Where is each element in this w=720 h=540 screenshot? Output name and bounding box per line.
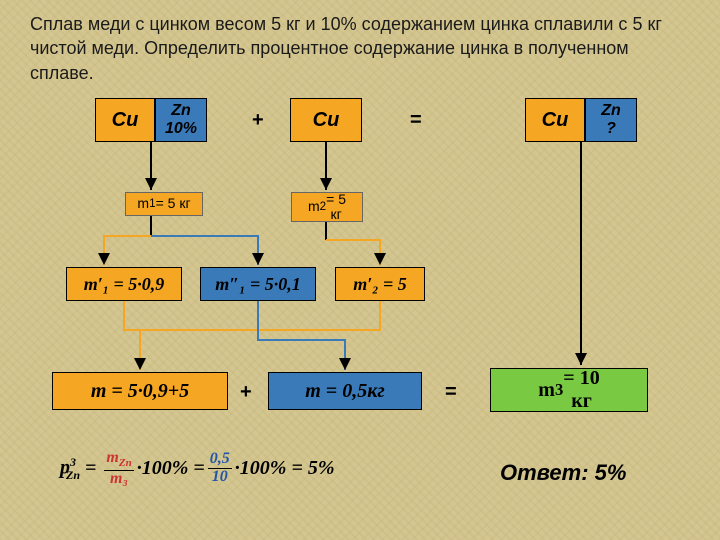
frac2-den: 10 xyxy=(210,469,230,486)
sum-copper: m = 5·0,9+5 xyxy=(52,372,228,410)
mass-m1: m1= 5 кг xyxy=(125,192,203,216)
block1-zn-l1: Zn xyxy=(165,102,197,120)
final-formula: p3Zn = mZn m₃ ·100% = 0,5 10 ·100% = 5% xyxy=(60,450,335,488)
block3-zn-l1: Zn xyxy=(601,102,621,120)
plus-1: + xyxy=(252,109,264,132)
p-sup: 3 xyxy=(70,455,76,469)
block1-zn: Zn 10% xyxy=(155,98,207,142)
block2-cu: Cu xyxy=(290,98,362,142)
eq-m1prime: m′₁ = 5·0,9 xyxy=(66,267,182,301)
frac1-den: m₃ xyxy=(108,471,130,488)
plus-2: + xyxy=(240,381,252,404)
block1-zn-l2: 10% xyxy=(165,120,197,138)
frac1-num: mZn xyxy=(104,450,133,471)
block3-cu: Cu xyxy=(525,98,585,142)
block3-zn-l2: ? xyxy=(601,120,621,138)
total-mass: m3= 10кг xyxy=(490,368,648,412)
block3-zn: Zn ? xyxy=(585,98,637,142)
mid-text: ·100% = xyxy=(137,457,205,480)
problem-text: Сплав меди с цинком весом 5 кг и 10% сод… xyxy=(30,12,690,85)
p-sub: Zn xyxy=(66,468,80,482)
mass-m2: m2= 5кг xyxy=(291,192,363,222)
sum-zinc: m = 0,5кг xyxy=(268,372,422,410)
eq-1: = xyxy=(410,109,422,132)
block1-cu: Cu xyxy=(95,98,155,142)
answer-text: Ответ: 5% xyxy=(500,460,626,486)
eq-m1dprime: m″₁ = 5·0,1 xyxy=(200,267,316,301)
eq-2: = xyxy=(445,381,457,404)
eq-m2prime: m′₂ = 5 xyxy=(335,267,425,301)
tail-text: ·100% = 5% xyxy=(235,457,335,480)
frac2-num: 0,5 xyxy=(208,451,232,469)
